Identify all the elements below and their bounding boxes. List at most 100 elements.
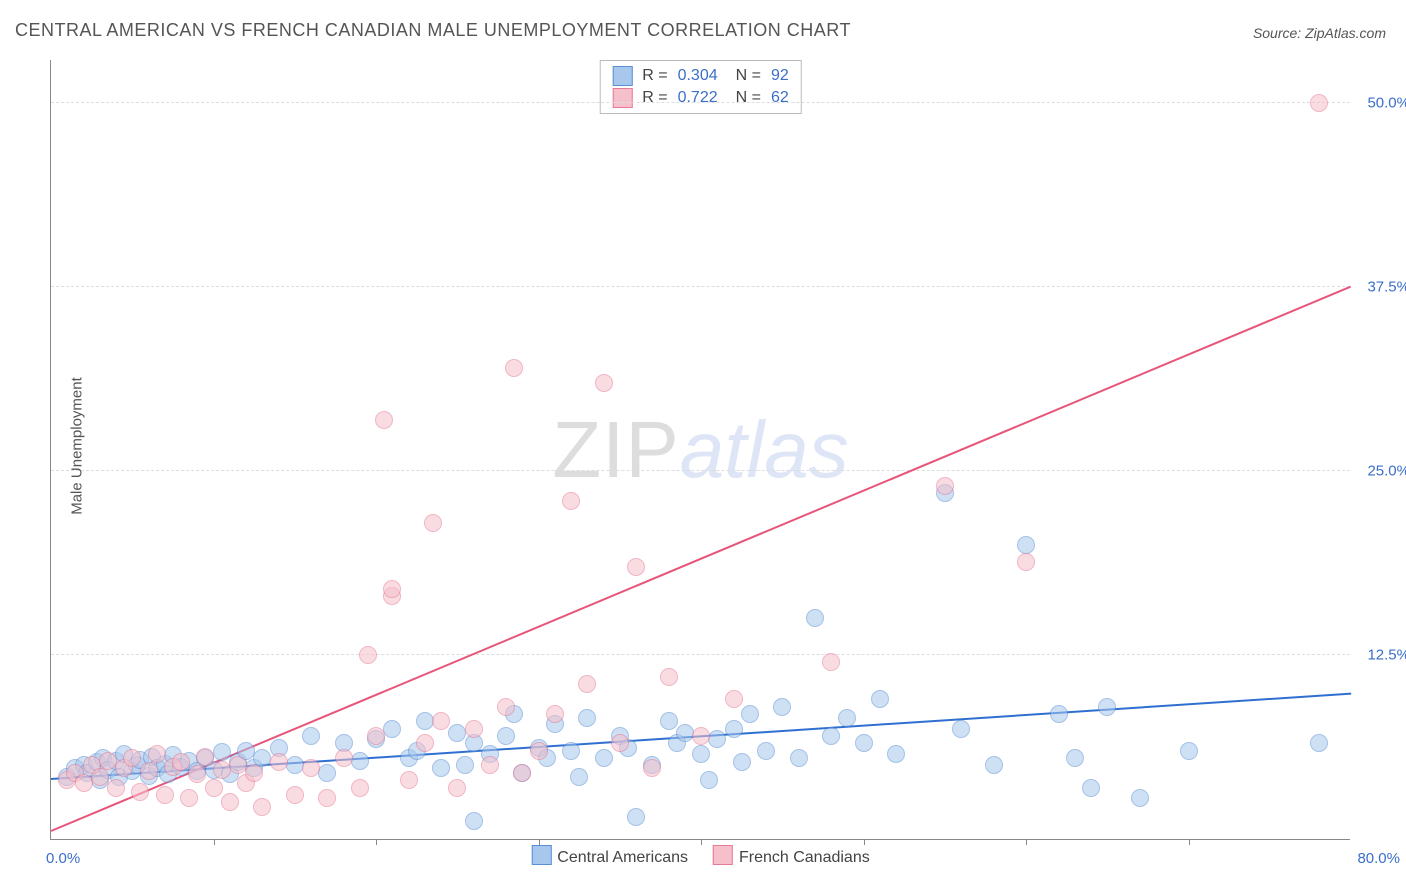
data-point-french_canadians: [196, 748, 214, 766]
data-point-central_americans: [302, 727, 320, 745]
chart-title: CENTRAL AMERICAN VS FRENCH CANADIAN MALE…: [15, 20, 851, 41]
data-point-french_canadians: [245, 764, 263, 782]
data-point-central_americans: [790, 749, 808, 767]
x-tick: [539, 839, 540, 845]
x-tick: [376, 839, 377, 845]
data-point-french_canadians: [692, 727, 710, 745]
gridline: [51, 102, 1350, 103]
y-tick-label: 50.0%: [1367, 95, 1406, 112]
data-point-central_americans: [465, 812, 483, 830]
data-point-central_americans: [383, 720, 401, 738]
data-point-central_americans: [432, 759, 450, 777]
data-point-central_americans: [692, 745, 710, 763]
data-point-french_canadians: [156, 786, 174, 804]
data-point-french_canadians: [578, 675, 596, 693]
x-tick: [1189, 839, 1190, 845]
data-point-french_canadians: [302, 759, 320, 777]
data-point-central_americans: [286, 756, 304, 774]
data-point-french_canadians: [205, 779, 223, 797]
data-point-french_canadians: [123, 749, 141, 767]
gridline: [51, 286, 1350, 287]
data-point-french_canadians: [140, 762, 158, 780]
data-point-central_americans: [741, 705, 759, 723]
x-tick: [1026, 839, 1027, 845]
data-point-french_canadians: [221, 793, 239, 811]
data-point-central_americans: [1082, 779, 1100, 797]
data-point-central_americans: [627, 808, 645, 826]
data-point-french_canadians: [383, 580, 401, 598]
legend-label-central: Central Americans: [557, 849, 688, 866]
data-point-french_canadians: [448, 779, 466, 797]
data-point-central_americans: [497, 727, 515, 745]
data-point-french_canadians: [611, 734, 629, 752]
data-point-french_canadians: [416, 734, 434, 752]
source-label: Source: ZipAtlas.com: [1253, 25, 1386, 41]
data-point-french_canadians: [432, 712, 450, 730]
x-tick: [214, 839, 215, 845]
data-point-french_canadians: [562, 492, 580, 510]
data-point-central_americans: [871, 690, 889, 708]
data-point-french_canadians: [497, 698, 515, 716]
data-point-french_canadians: [318, 789, 336, 807]
data-point-french_canadians: [375, 411, 393, 429]
data-point-french_canadians: [270, 753, 288, 771]
data-point-central_americans: [708, 730, 726, 748]
stats-row-central: R = 0.304 N = 92: [612, 65, 789, 87]
data-point-central_americans: [660, 712, 678, 730]
data-point-central_americans: [1310, 734, 1328, 752]
legend-item-french: French Canadians: [713, 845, 870, 867]
watermark-zip: ZIP: [552, 405, 679, 494]
data-point-french_canadians: [286, 786, 304, 804]
data-point-french_canadians: [148, 745, 166, 763]
data-point-central_americans: [1050, 705, 1068, 723]
data-point-central_americans: [676, 724, 694, 742]
data-point-french_canadians: [530, 742, 548, 760]
legend-item-central: Central Americans: [531, 845, 688, 867]
data-point-central_americans: [213, 743, 231, 761]
data-point-central_americans: [773, 698, 791, 716]
data-point-french_canadians: [595, 374, 613, 392]
n-value-french: 62: [771, 87, 789, 109]
data-point-central_americans: [1066, 749, 1084, 767]
data-point-central_americans: [952, 720, 970, 738]
data-point-french_canadians: [253, 798, 271, 816]
data-point-central_americans: [456, 756, 474, 774]
y-tick-label: 25.0%: [1367, 463, 1406, 480]
legend-swatch-french-icon: [713, 845, 733, 865]
x-tick: [701, 839, 702, 845]
data-point-central_americans: [562, 742, 580, 760]
data-point-central_americans: [351, 752, 369, 770]
data-point-french_canadians: [660, 668, 678, 686]
data-point-french_canadians: [367, 727, 385, 745]
y-tick-label: 37.5%: [1367, 279, 1406, 296]
data-point-central_americans: [822, 727, 840, 745]
data-point-french_canadians: [822, 653, 840, 671]
data-point-central_americans: [757, 742, 775, 760]
gridline: [51, 470, 1350, 471]
data-point-french_canadians: [1310, 94, 1328, 112]
data-point-french_canadians: [546, 705, 564, 723]
data-point-central_americans: [570, 768, 588, 786]
data-point-central_americans: [1131, 789, 1149, 807]
watermark: ZIPatlas: [552, 404, 848, 496]
data-point-french_canadians: [188, 765, 206, 783]
data-point-french_canadians: [351, 779, 369, 797]
data-point-french_canadians: [172, 753, 190, 771]
data-point-central_americans: [1180, 742, 1198, 760]
data-point-central_americans: [887, 745, 905, 763]
x-min-label: 0.0%: [46, 850, 80, 867]
data-point-central_americans: [838, 709, 856, 727]
data-point-central_americans: [806, 609, 824, 627]
data-point-central_americans: [733, 753, 751, 771]
data-point-french_canadians: [180, 789, 198, 807]
data-point-french_canadians: [513, 764, 531, 782]
legend-label-french: French Canadians: [739, 849, 870, 866]
x-tick: [864, 839, 865, 845]
data-point-central_americans: [1017, 536, 1035, 554]
data-point-central_americans: [318, 764, 336, 782]
y-tick-label: 12.5%: [1367, 647, 1406, 664]
data-point-french_canadians: [505, 359, 523, 377]
data-point-french_canadians: [627, 558, 645, 576]
data-point-french_canadians: [424, 514, 442, 532]
data-point-french_canadians: [936, 477, 954, 495]
